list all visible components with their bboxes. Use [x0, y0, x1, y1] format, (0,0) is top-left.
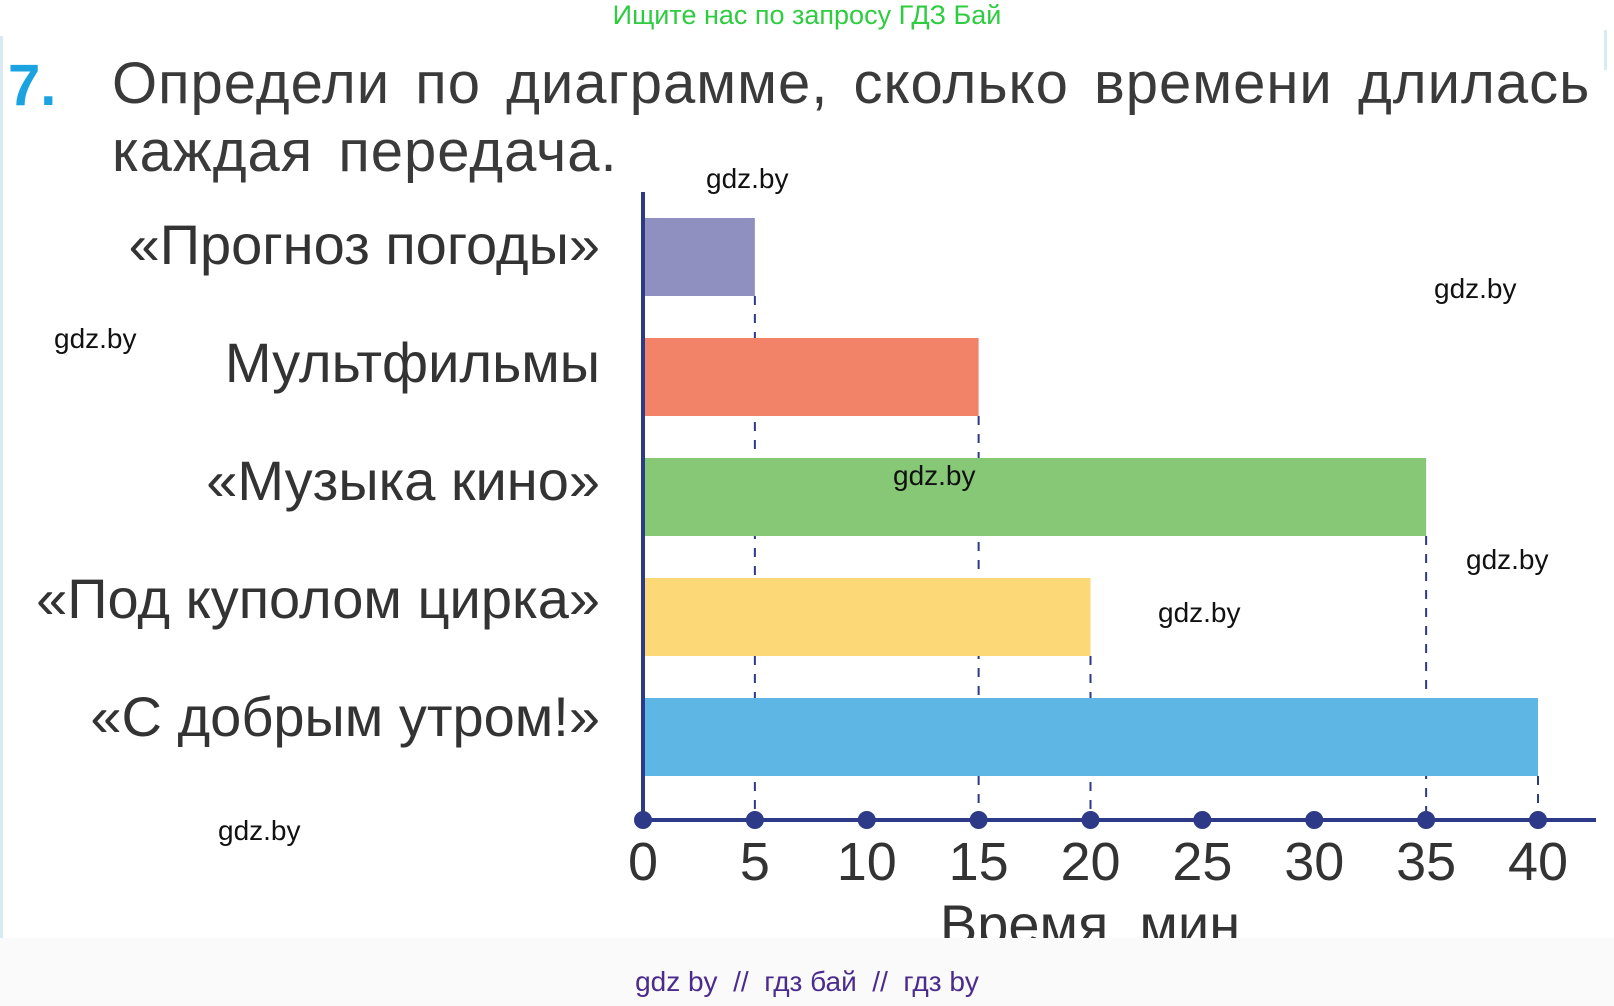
x-tick-dot [1529, 811, 1547, 829]
watermark: gdz.by [1466, 544, 1549, 575]
bar [643, 578, 1091, 656]
x-tick-label: 30 [1284, 832, 1344, 892]
x-tick-dot [969, 811, 988, 829]
x-tick-dot [857, 811, 876, 829]
watermark: gdz.by [893, 460, 976, 491]
watermark: gdz.by [1434, 273, 1517, 304]
category-label-good-morning: «С добрым утром!» [90, 685, 600, 748]
x-tick-dot [1193, 811, 1212, 829]
x-tick-dot [1305, 811, 1324, 829]
category-label-weather: «Прогноз погоды» [128, 213, 600, 276]
bar [643, 218, 755, 296]
x-tick-label: 20 [1060, 832, 1120, 892]
x-tick-dot [1081, 811, 1100, 829]
watermark: gdz.by [1158, 597, 1241, 628]
x-tick-label: 5 [740, 832, 770, 892]
bar [643, 698, 1538, 776]
category-label-movie-music: «Музыка кино» [206, 449, 600, 512]
x-tick-dot [634, 811, 652, 829]
bar [643, 338, 979, 416]
x-tick-dot [745, 811, 764, 829]
footer-bar [0, 938, 1614, 1006]
x-tick-dot [1417, 811, 1436, 829]
x-tick-label: 15 [949, 832, 1009, 892]
watermark: gdz.by [218, 815, 301, 846]
watermark: gdz.by [706, 163, 789, 194]
footer-text: gdz by // гдз бай // гдз by [635, 966, 979, 997]
watermark: gdz.by [54, 323, 137, 354]
x-tick-label: 25 [1172, 832, 1232, 892]
right-divider [1604, 30, 1607, 70]
x-tick-label: 10 [837, 832, 897, 892]
task-number: 7. [8, 53, 57, 118]
x-tick-label: 35 [1396, 832, 1456, 892]
bar [643, 458, 1427, 536]
task-text: Определи по диаграмме, сколько времени д… [112, 51, 1591, 184]
category-label-circus: «Под куполом цирка» [36, 567, 600, 630]
category-label-cartoons: Мультфильмы [224, 331, 600, 394]
x-tick-label: 40 [1508, 832, 1568, 892]
left-divider [0, 36, 3, 940]
x-tick-label: 0 [628, 832, 658, 892]
top-banner: Ищите нас по запросу ГДЗ Бай [612, 0, 1002, 30]
